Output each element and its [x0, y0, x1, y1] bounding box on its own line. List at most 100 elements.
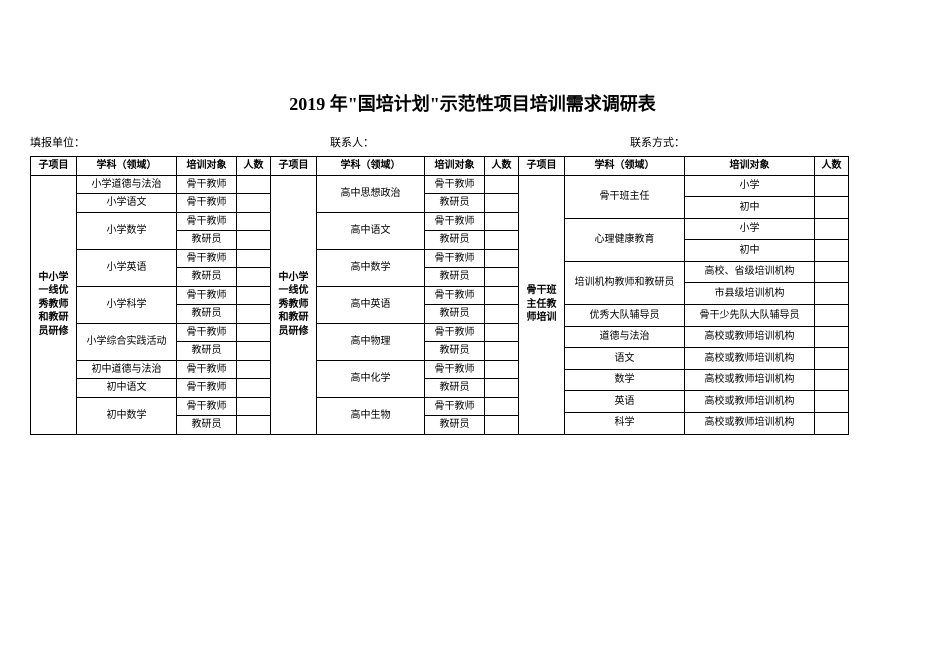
target-cell: 高校或教师培训机构: [685, 348, 815, 370]
num-cell: [237, 212, 271, 231]
table-row: 道德与法治高校或教师培训机构: [519, 326, 849, 348]
num-cell: [815, 175, 849, 197]
num-cell: [815, 240, 849, 262]
subject-cell: 高中语文: [317, 212, 425, 249]
num-cell: [485, 231, 519, 250]
th-target: 培训对象: [685, 157, 815, 176]
table-row: 科学高校或教师培训机构: [519, 412, 849, 434]
subproject-cell: 中小学一线优秀教师和教研员研修: [271, 175, 317, 434]
subject-cell: 英语: [565, 391, 685, 413]
num-cell: [237, 268, 271, 287]
num-cell: [815, 197, 849, 219]
subject-cell: 小学英语: [77, 249, 177, 286]
num-cell: [237, 323, 271, 342]
subproject-cell: 中小学一线优秀教师和教研员研修: [31, 175, 77, 434]
num-cell: [237, 360, 271, 379]
table-row: 语文高校或教师培训机构: [519, 348, 849, 370]
subject-cell: 小学语文: [77, 194, 177, 213]
num-cell: [237, 286, 271, 305]
subject-cell: 高中英语: [317, 286, 425, 323]
table-row: 中小学一线优秀教师和教研员研修小学道德与法治骨干教师: [31, 175, 271, 194]
num-cell: [485, 416, 519, 435]
subject-cell: 优秀大队辅导员: [565, 304, 685, 326]
num-cell: [815, 326, 849, 348]
th-num: 人数: [237, 157, 271, 176]
num-cell: [485, 268, 519, 287]
num-cell: [485, 379, 519, 398]
target-cell: 教研员: [425, 231, 485, 250]
meta-contact-method: 联系方式：: [630, 134, 915, 150]
subject-cell: 语文: [565, 348, 685, 370]
num-cell: [815, 218, 849, 240]
subject-cell: 高中物理: [317, 323, 425, 360]
target-cell: 小学: [685, 218, 815, 240]
meta-contact-person: 联系人：: [330, 134, 630, 150]
target-cell: 市县级培训机构: [685, 283, 815, 305]
target-cell: 骨干教师: [425, 175, 485, 194]
subject-cell: 心理健康教育: [565, 218, 685, 261]
subject-cell: 数学: [565, 369, 685, 391]
th-num: 人数: [815, 157, 849, 176]
subject-cell: 高中思想政治: [317, 175, 425, 212]
num-cell: [485, 175, 519, 194]
target-cell: 骨干教师: [425, 323, 485, 342]
th-target: 培训对象: [177, 157, 237, 176]
target-cell: 教研员: [425, 416, 485, 435]
table-row: 心理健康教育小学: [519, 218, 849, 240]
table-1: 子项目 学科（领域） 培训对象 人数 中小学一线优秀教师和教研员研修小学道德与法…: [30, 156, 271, 435]
num-cell: [815, 261, 849, 283]
meta-row: 填报单位： 联系人： 联系方式：: [30, 134, 915, 150]
subject-cell: 初中数学: [77, 397, 177, 434]
target-cell: 教研员: [425, 305, 485, 324]
num-cell: [815, 283, 849, 305]
table-header-row: 子项目 学科（领域） 培训对象 人数: [519, 157, 849, 176]
target-cell: 骨干教师: [177, 323, 237, 342]
target-cell: 骨干教师: [177, 286, 237, 305]
subject-cell: 小学数学: [77, 212, 177, 249]
subject-cell: 高中生物: [317, 397, 425, 434]
target-cell: 教研员: [425, 379, 485, 398]
num-cell: [485, 323, 519, 342]
num-cell: [485, 194, 519, 213]
th-num: 人数: [485, 157, 519, 176]
num-cell: [485, 212, 519, 231]
num-cell: [237, 175, 271, 194]
subject-cell: 骨干班主任: [565, 175, 685, 218]
num-cell: [237, 416, 271, 435]
target-cell: 教研员: [425, 194, 485, 213]
target-cell: 初中: [685, 197, 815, 219]
th-sub: 子项目: [31, 157, 77, 176]
tables-container: 子项目 学科（领域） 培训对象 人数 中小学一线优秀教师和教研员研修小学道德与法…: [30, 156, 915, 435]
target-cell: 教研员: [177, 305, 237, 324]
table-row: 骨干班主任教师培训骨干班主任小学: [519, 175, 849, 197]
th-subject: 学科（领域）: [565, 157, 685, 176]
num-cell: [485, 397, 519, 416]
num-cell: [485, 360, 519, 379]
target-cell: 高校或教师培训机构: [685, 412, 815, 434]
subject-cell: 初中道德与法治: [77, 360, 177, 379]
target-cell: 骨干教师: [177, 175, 237, 194]
th-target: 培训对象: [425, 157, 485, 176]
target-cell: 骨干教师: [177, 379, 237, 398]
target-cell: 骨干教师: [177, 249, 237, 268]
num-cell: [485, 342, 519, 361]
target-cell: 骨干教师: [425, 249, 485, 268]
target-cell: 骨干教师: [425, 360, 485, 379]
table-3: 子项目 学科（领域） 培训对象 人数 骨干班主任教师培训骨干班主任小学初中心理健…: [518, 156, 849, 435]
target-cell: 教研员: [425, 342, 485, 361]
num-cell: [485, 286, 519, 305]
th-subject: 学科（领域）: [77, 157, 177, 176]
th-sub: 子项目: [519, 157, 565, 176]
num-cell: [815, 348, 849, 370]
target-cell: 骨干教师: [177, 194, 237, 213]
target-cell: 骨干教师: [425, 212, 485, 231]
target-cell: 教研员: [177, 231, 237, 250]
subject-cell: 高中化学: [317, 360, 425, 397]
num-cell: [815, 369, 849, 391]
table-header-row: 子项目 学科（领域） 培训对象 人数: [31, 157, 271, 176]
subject-cell: 小学科学: [77, 286, 177, 323]
table-row: 优秀大队辅导员骨干少先队大队辅导员: [519, 304, 849, 326]
target-cell: 骨干教师: [425, 286, 485, 305]
num-cell: [815, 412, 849, 434]
table-header-row: 子项目 学科（领域） 培训对象 人数: [271, 157, 519, 176]
